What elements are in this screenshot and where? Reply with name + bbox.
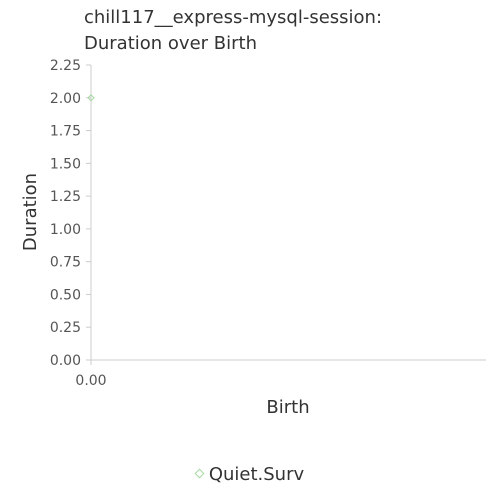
y-tick-label: 1.25	[50, 189, 81, 205]
x-axis-title: Birth	[266, 397, 309, 418]
y-tick-label: 1.75	[50, 124, 81, 140]
y-tick-label: 1.50	[50, 156, 81, 172]
legend: Quiet.Surv	[0, 464, 500, 485]
data-points	[87, 94, 95, 102]
y-tick-label: 0.25	[50, 320, 81, 336]
chart-title-line-1: chill117__express-mysql-session:	[84, 7, 383, 28]
data-point	[87, 94, 95, 102]
y-tick-label: 2.25	[50, 58, 81, 74]
y-tick-label: 0.00	[50, 353, 81, 369]
x-tick-label: 0.00	[75, 373, 106, 389]
y-axis: 0.00 0.25 0.50 0.75 1.00 1.25 1.50 1.75 2.00 2.25	[50, 58, 92, 369]
y-tick-label: 0.75	[50, 255, 81, 271]
chart-title-line-2: Duration over Birth	[84, 33, 257, 54]
legend-marker-diamond-icon	[194, 468, 205, 478]
y-tick-label: 1.00	[50, 222, 81, 238]
legend-label: Quiet.Surv	[208, 464, 305, 485]
y-axis-title: Duration	[20, 173, 41, 251]
x-axis: 0.00	[75, 359, 486, 389]
chart-title: chill117__express-mysql-session: Duratio…	[84, 5, 382, 57]
y-tick-label: 0.50	[50, 287, 81, 303]
y-tick-label: 2.00	[50, 91, 81, 107]
